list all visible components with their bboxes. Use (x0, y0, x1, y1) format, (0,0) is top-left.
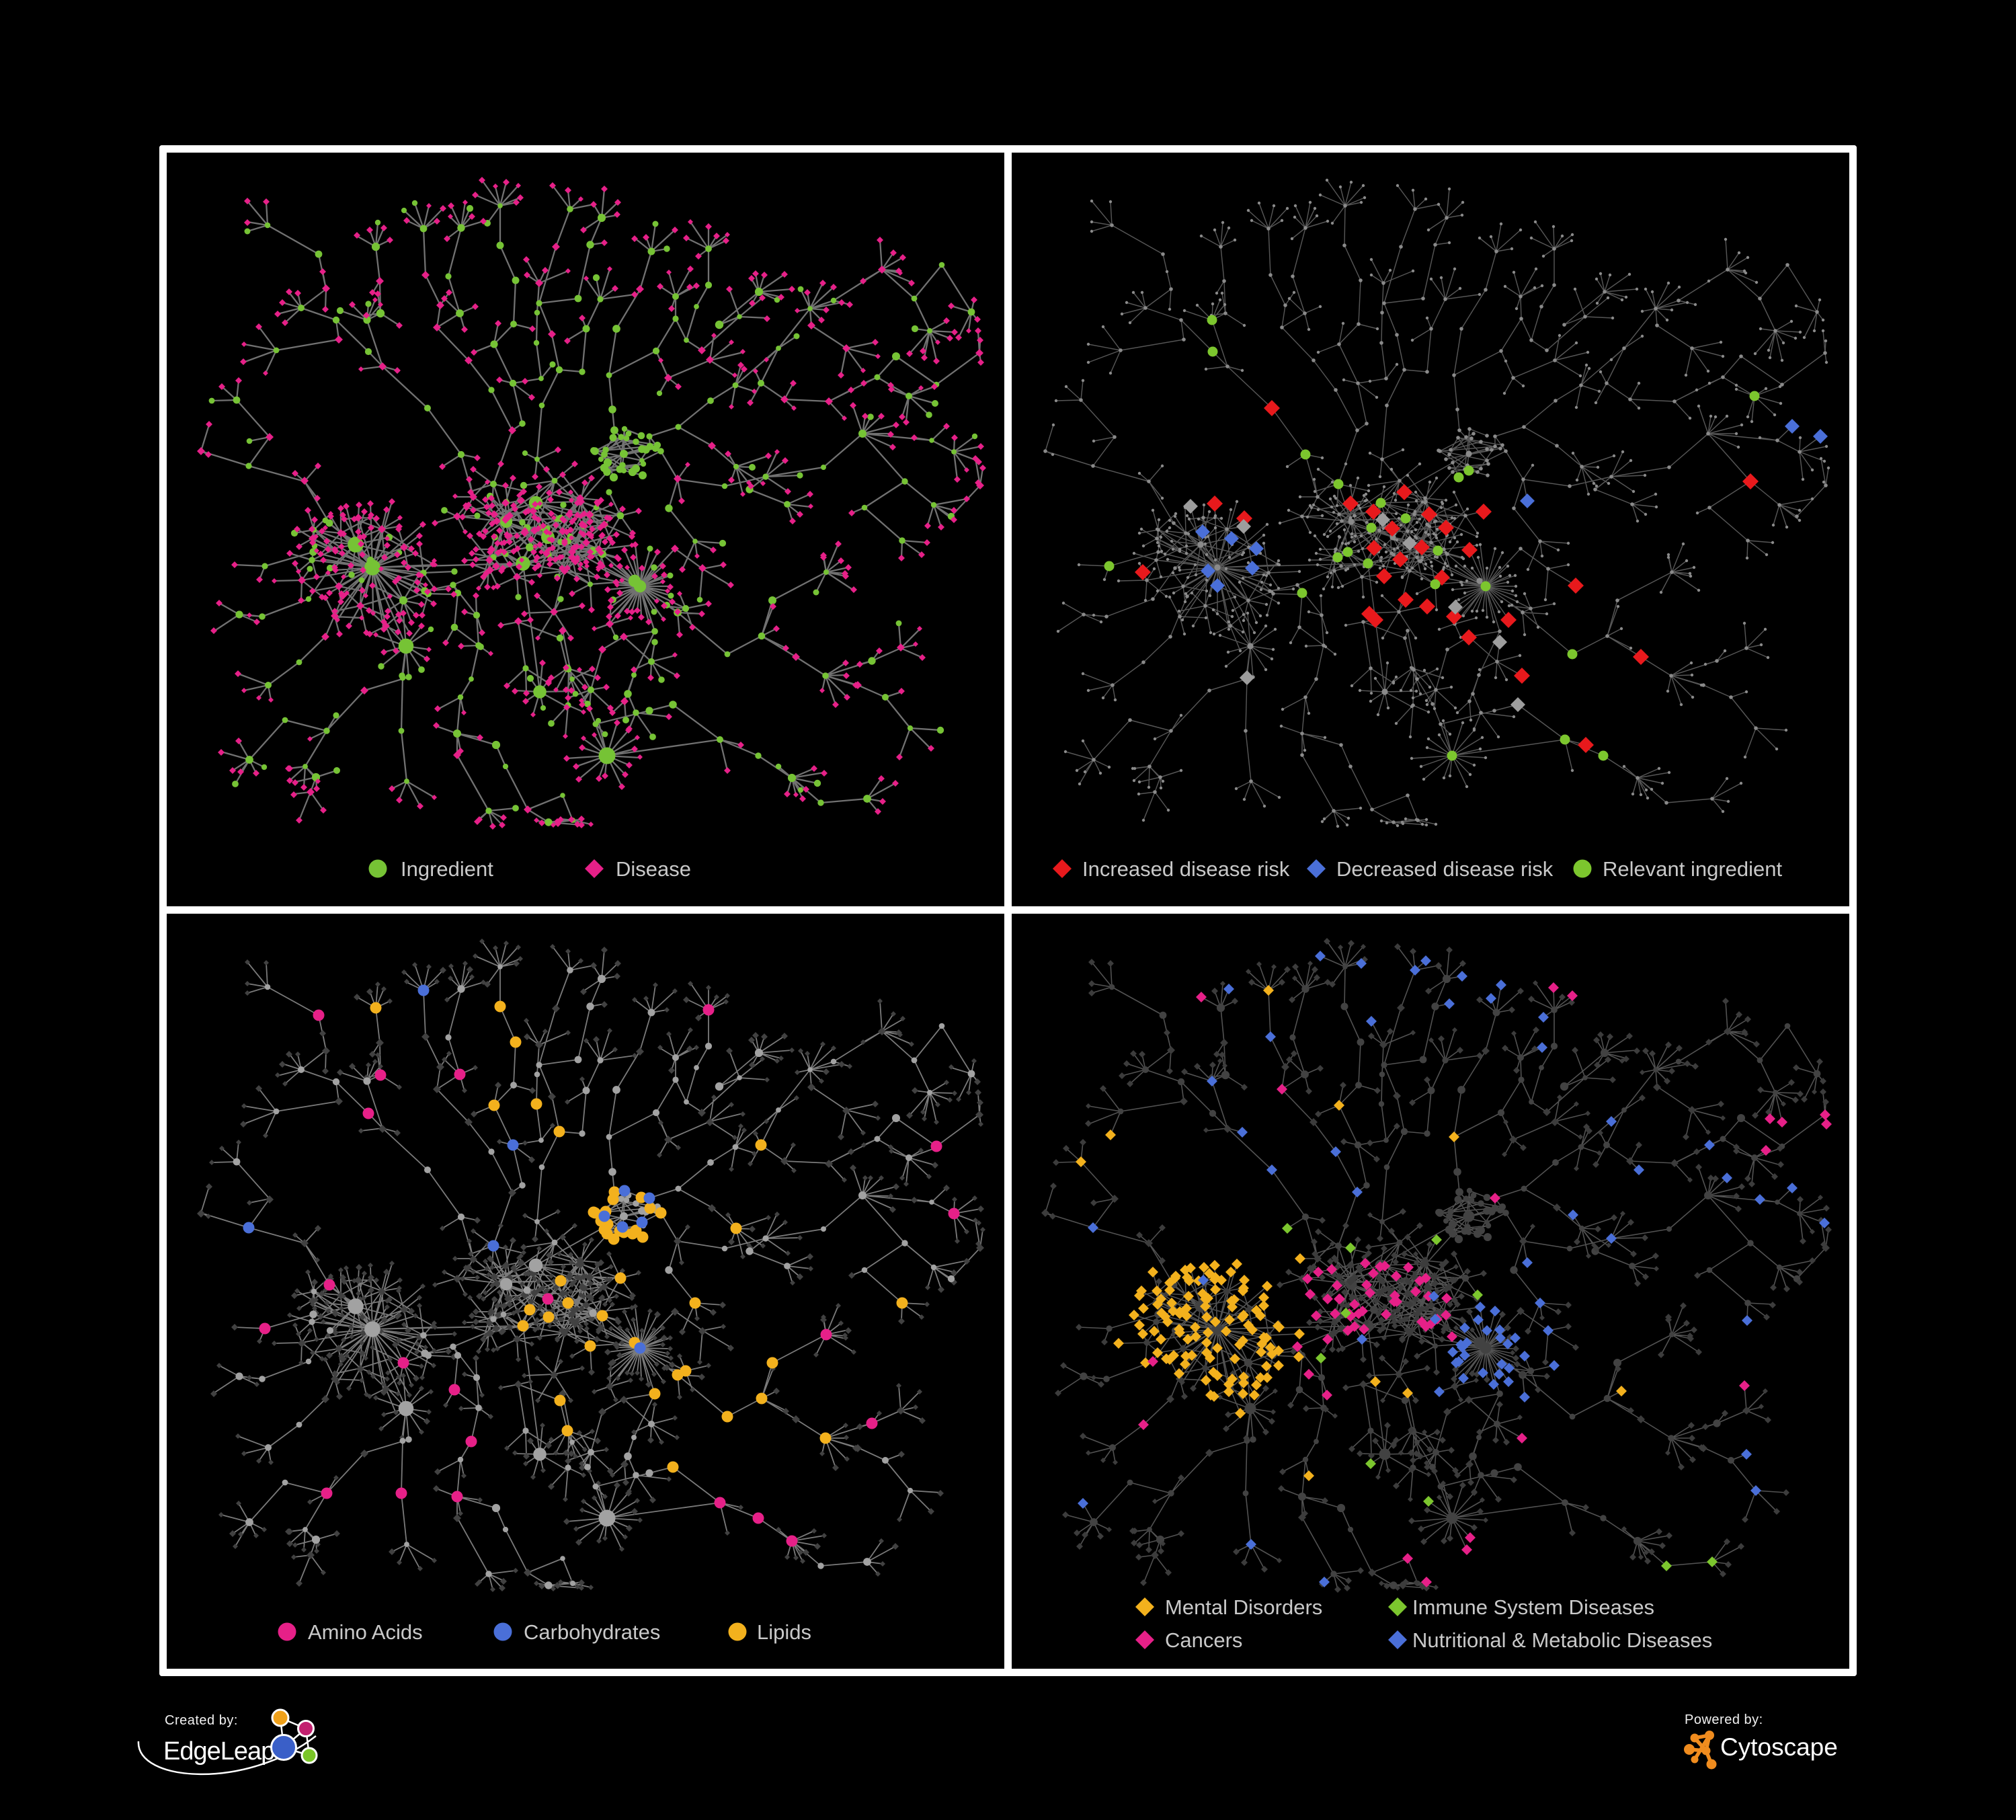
svg-text:Powered by:: Powered by: (1685, 1712, 1763, 1727)
svg-text:Mental Disorders: Mental Disorders (1165, 1595, 1322, 1619)
svg-text:EdgeLeap: EdgeLeap (163, 1737, 274, 1766)
svg-text:Immune System Diseases: Immune System Diseases (1412, 1595, 1654, 1619)
svg-text:Decreased disease risk: Decreased disease risk (1336, 857, 1554, 881)
svg-text:Nutritional & Metabolic Diseas: Nutritional & Metabolic Diseases (1412, 1628, 1712, 1652)
svg-text:Cytoscape: Cytoscape (1720, 1733, 1838, 1761)
svg-text:Cancers: Cancers (1165, 1628, 1242, 1652)
svg-text:Ingredient: Ingredient (401, 857, 493, 881)
svg-text:Carbohydrates: Carbohydrates (524, 1620, 660, 1644)
svg-text:Increased disease risk: Increased disease risk (1082, 857, 1290, 881)
svg-text:Relevant ingredient: Relevant ingredient (1603, 857, 1783, 881)
svg-text:Created by:: Created by: (165, 1713, 238, 1728)
svg-text:Disease: Disease (616, 857, 691, 881)
svg-text:Amino Acids: Amino Acids (308, 1620, 423, 1644)
svg-text:Lipids: Lipids (757, 1620, 811, 1644)
